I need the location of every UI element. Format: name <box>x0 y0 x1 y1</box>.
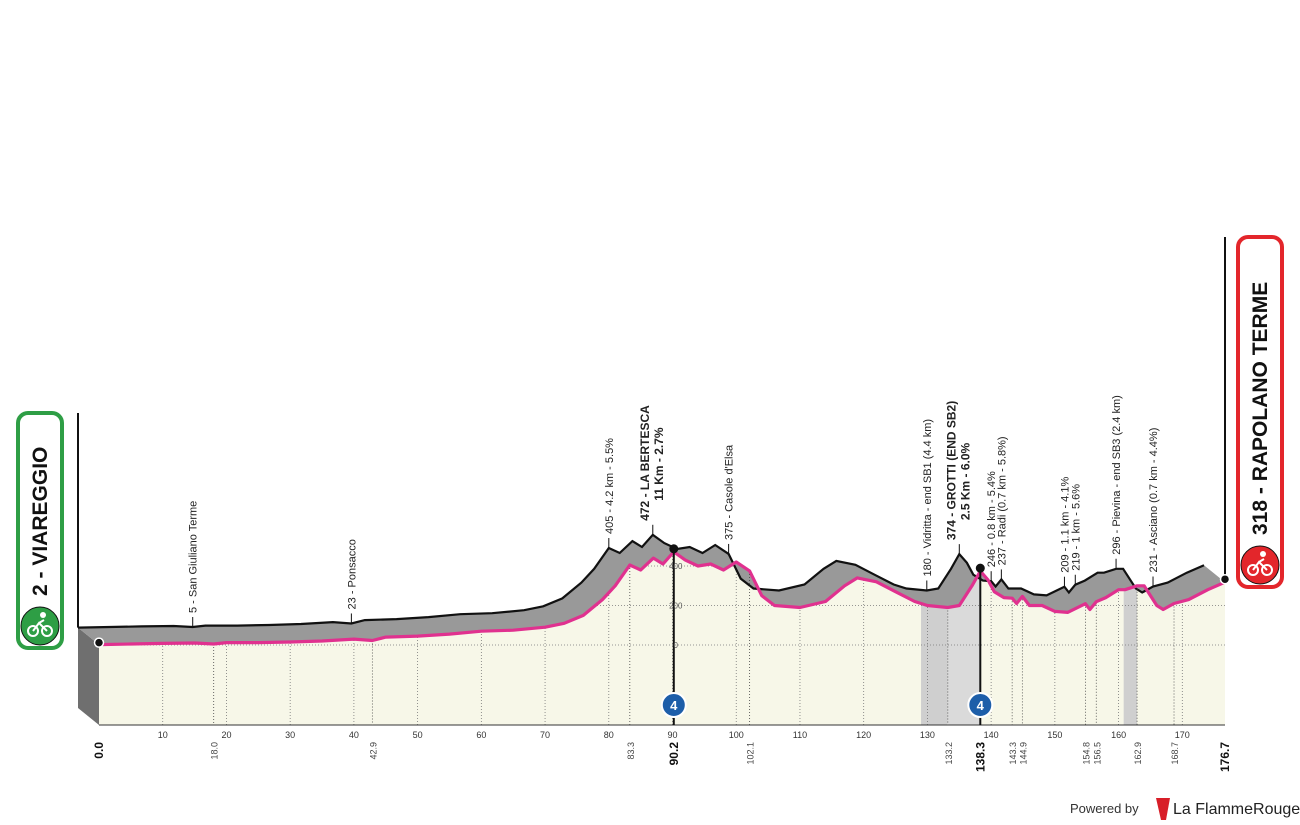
start-wheel <box>41 625 53 637</box>
kom-dot <box>669 544 679 554</box>
km-label: 138.3 <box>973 742 987 772</box>
kom-category: 4 <box>670 698 678 713</box>
annotation-detail: 11 Km - 2.7% <box>652 427 666 501</box>
x-tick-label: 100 <box>729 730 744 740</box>
annotation: 180 - Vidritta - end SB1 (4.4 km) <box>922 419 934 577</box>
km-label: 90.2 <box>667 742 681 766</box>
finish-head <box>1260 551 1266 557</box>
finish-icon <box>1240 545 1280 585</box>
credit-powered: Powered by <box>1070 801 1139 816</box>
x-tick-label: 160 <box>1111 730 1126 740</box>
x-tick-label: 20 <box>221 730 231 740</box>
kom-category: 4 <box>977 698 985 713</box>
km-label: 154.8 <box>1081 742 1091 765</box>
km-label: 42.9 <box>368 742 378 760</box>
x-tick-label: 40 <box>349 730 359 740</box>
x-tick-label: 120 <box>856 730 871 740</box>
x-tick-label: 80 <box>604 730 614 740</box>
km-label: 83.3 <box>626 742 636 760</box>
annotation: 375 - Casole d'Elsa <box>724 444 736 540</box>
kom-badge <box>660 692 687 718</box>
x-tick-label: 130 <box>920 730 935 740</box>
km-label: 143.3 <box>1008 742 1018 765</box>
finish-dot <box>1219 573 1231 585</box>
finish-rider <box>1252 558 1268 571</box>
brand-icon <box>1156 798 1170 820</box>
profile-top <box>77 533 1226 647</box>
km-label: 162.9 <box>1133 742 1143 765</box>
km-label: 133.2 <box>944 742 954 765</box>
annotation: 231 - Asciano (0.7 km - 4.4%) <box>1148 428 1160 573</box>
km-label: 176.7 <box>1218 742 1232 772</box>
start-dot <box>93 637 105 648</box>
profile-side <box>78 627 99 725</box>
finish-name: 318 - RAPOLANO TERME <box>1249 282 1272 535</box>
start-rider <box>32 619 48 632</box>
x-tick-label: 30 <box>285 730 295 740</box>
annotation: 23 - Ponsacco <box>346 539 358 609</box>
kom-dot <box>975 563 985 573</box>
x-tick-label: 140 <box>984 730 999 740</box>
profile-line <box>98 550 1226 647</box>
start-wheel <box>27 625 39 637</box>
km-label: 18.0 <box>210 742 220 760</box>
sector-band <box>1123 551 1138 725</box>
start-icon <box>20 606 60 646</box>
km-label: 168.7 <box>1170 742 1180 765</box>
profile-face <box>78 534 1225 645</box>
annotation: 405 - 4.2 km - 5.5% <box>604 438 616 534</box>
annotation: 5 - San Giuliano Terme <box>188 501 200 613</box>
x-tick-label: 150 <box>1047 730 1062 740</box>
annotation: 374 - GROTTI (END SB2) <box>944 401 958 540</box>
km-label: 156.5 <box>1092 742 1102 765</box>
annotation: 246 - 0.8 km - 5.4% <box>986 471 998 567</box>
x-tick-label: 50 <box>413 730 423 740</box>
km-label: 144.9 <box>1018 742 1028 765</box>
profile-ridge <box>77 533 1205 629</box>
annotation: 209 - 1.1 km - 4.1% <box>1059 477 1071 573</box>
km-label: 102.1 <box>746 742 756 765</box>
x-tick-label: 110 <box>793 730 807 740</box>
finish-badge <box>1236 235 1284 589</box>
finish-wheel <box>1247 564 1259 576</box>
credit-brand: La FlammeRouge <box>1173 801 1300 818</box>
start-name: 2 - VIAREGGIO <box>29 447 52 596</box>
annotation: 237 - Radi (0.7 km - 5.8%) <box>996 436 1008 565</box>
x-tick-label: 60 <box>476 730 486 740</box>
annotation: 472 - LA BERTESCA <box>638 405 652 521</box>
labels: 10 20 30 40 50 60 70 80 90 100 110 120 130 140 150 160 1… <box>16 235 1284 772</box>
annotation: 296 - Pievina - end SB3 (2.4 km) <box>1111 395 1123 555</box>
annotation-detail: 2.5 Km - 6.0% <box>958 442 972 520</box>
x-tick-label: 10 <box>158 730 168 740</box>
finish-wheel <box>1261 564 1273 576</box>
kom-badge <box>967 692 994 718</box>
annotation: 219 - 1 km - 5.6% <box>1070 484 1082 571</box>
start-head <box>40 612 46 618</box>
x-tick-label: 170 <box>1175 730 1190 740</box>
y-tick-label: 0 <box>674 641 679 650</box>
start-badge <box>16 411 64 650</box>
x-tick-label: 90 <box>668 730 678 740</box>
y-tick-label: 200 <box>669 602 683 611</box>
y-tick-label: 400 <box>669 562 683 571</box>
km-label: 0.0 <box>92 742 106 759</box>
x-tick-label: 70 <box>540 730 550 740</box>
